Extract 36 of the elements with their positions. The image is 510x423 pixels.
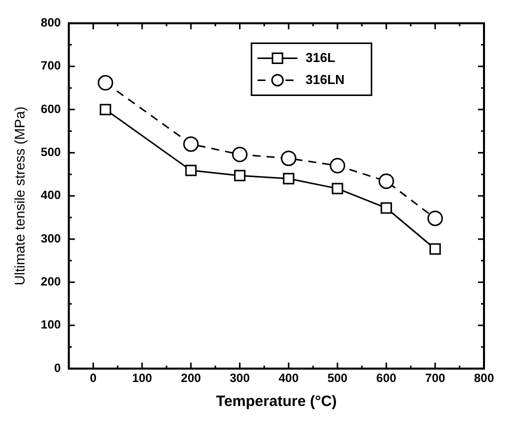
y-tick-label: 800 — [40, 16, 62, 30]
point — [282, 172, 294, 184]
point — [378, 173, 394, 189]
y-tick-label: 100 — [40, 318, 62, 332]
point — [280, 150, 296, 166]
y-tick-label: 600 — [40, 102, 62, 116]
x-tick-label: 300 — [230, 371, 250, 386]
point — [330, 158, 346, 174]
y-axis-title: Ultimate tensile stress (MPa) — [11, 106, 28, 286]
x-tick-label: 500 — [327, 371, 348, 386]
point — [234, 170, 246, 182]
y-tick-label: 400 — [40, 188, 62, 202]
x-axis-title: Temperature (°C) — [216, 393, 337, 410]
x-tick-label: 600 — [376, 371, 397, 386]
y-tick-label: 300 — [40, 231, 62, 246]
point — [232, 146, 248, 162]
y-tick-label: 500 — [40, 145, 62, 160]
point — [429, 243, 441, 255]
x-tick-label: 200 — [180, 371, 202, 386]
point — [183, 136, 199, 152]
legend-label: 316LN — [306, 72, 345, 87]
point — [332, 182, 344, 194]
point — [100, 104, 112, 116]
x-tick-label: 800 — [474, 371, 494, 386]
x-tick-label: 100 — [132, 371, 152, 386]
y-tick-label: 700 — [40, 58, 62, 73]
point — [380, 202, 392, 214]
x-tick-label: 0 — [90, 371, 97, 386]
x-tick-label: 400 — [278, 371, 299, 386]
point — [427, 210, 443, 226]
y-tick-label: 0 — [54, 360, 62, 375]
x-tick-label: 700 — [425, 371, 446, 386]
point — [98, 75, 114, 91]
legend-label: 316L — [306, 50, 336, 65]
point — [185, 164, 197, 176]
y-tick-label: 200 — [40, 274, 62, 289]
